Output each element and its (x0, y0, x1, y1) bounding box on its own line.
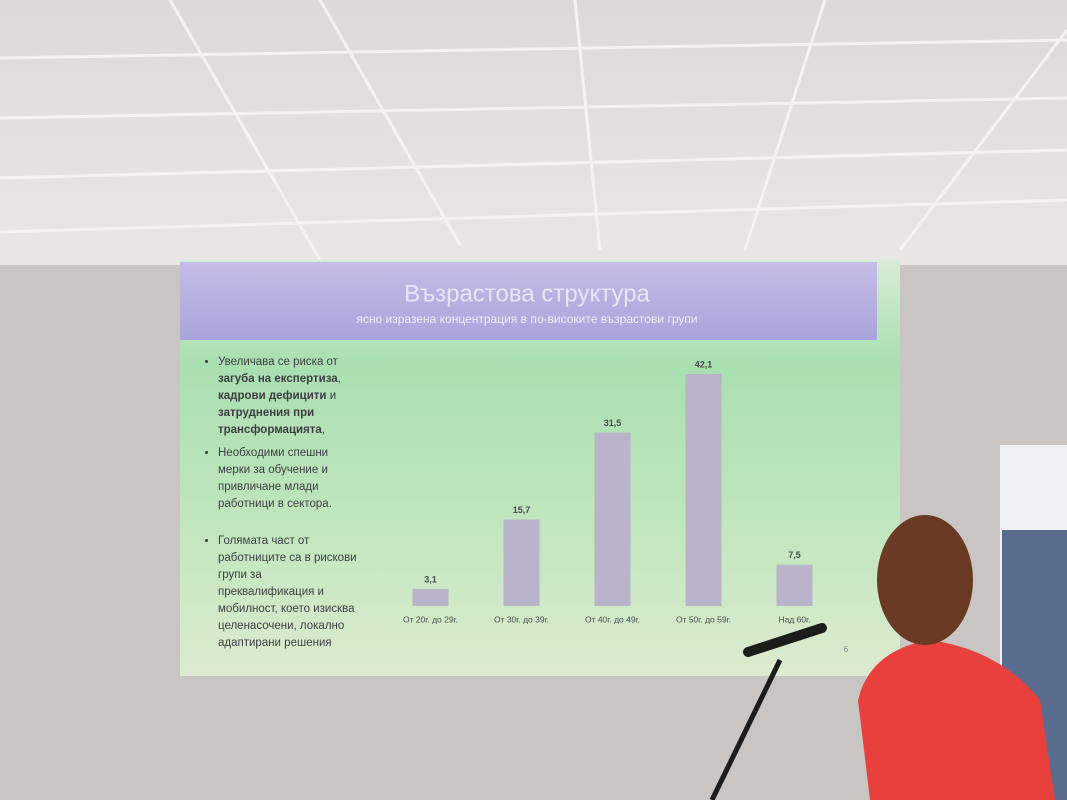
x-tick-label: Над 60г. (778, 614, 810, 624)
value-label: 3,1 (424, 574, 437, 584)
slide-subtitle: ясно изразена концентрация в по-високите… (356, 312, 697, 326)
value-label: 42,1 (695, 359, 713, 369)
bar (503, 519, 540, 606)
text: Голямата част от работниците са в рисков… (218, 535, 357, 649)
bar (776, 564, 813, 606)
bullet: Увеличава се риска от загуба на експерти… (218, 354, 360, 439)
value-label: 15,7 (513, 505, 531, 515)
value-label: 7,5 (788, 550, 801, 560)
page-number: 6 (844, 645, 849, 654)
slide-title: Възрастова структура (404, 280, 650, 307)
ceiling (0, 0, 1067, 265)
x-tick-label: От 50г. до 59г. (676, 614, 731, 624)
mic-stand (709, 658, 783, 800)
microphone (743, 623, 827, 657)
text: Увеличава се риска от (218, 356, 338, 368)
bar-chart: 3,1 От 20г. до 29г. 15,7 От 30г. до 39г. 31,… (403, 359, 813, 624)
bullet: Необходими спешни мерки за обучение и пр… (218, 445, 360, 513)
text: Необходими спешни мерки за обучение и пр… (218, 447, 332, 510)
title-band (180, 262, 877, 340)
text: , (337, 373, 341, 385)
presenter-body (858, 640, 1055, 800)
value-label: 31,5 (604, 418, 622, 428)
bar (594, 432, 631, 606)
bullet-list: Увеличава се риска от загуба на експерти… (200, 354, 360, 658)
bullets: Увеличава се риска от загуба на експерти… (200, 354, 360, 652)
bold-text: затруднения при трансформацията (218, 407, 322, 436)
x-tick-label: От 20г. до 29г. (403, 614, 458, 624)
x-tick-label: От 30г. до 39г. (494, 614, 549, 624)
bar (685, 374, 722, 606)
presenter-head (877, 515, 973, 645)
x-tick-label: От 40г. до 49г. (585, 614, 640, 624)
ceiling-grid (0, 0, 1067, 261)
text: и (326, 390, 337, 402)
bold-text: загуба на експертиза (218, 373, 338, 385)
bullet: Голямата част от работниците са в рисков… (218, 533, 360, 652)
text: , (321, 424, 326, 436)
bold-text: кадрови дефицити (218, 390, 327, 402)
bar (412, 588, 449, 606)
